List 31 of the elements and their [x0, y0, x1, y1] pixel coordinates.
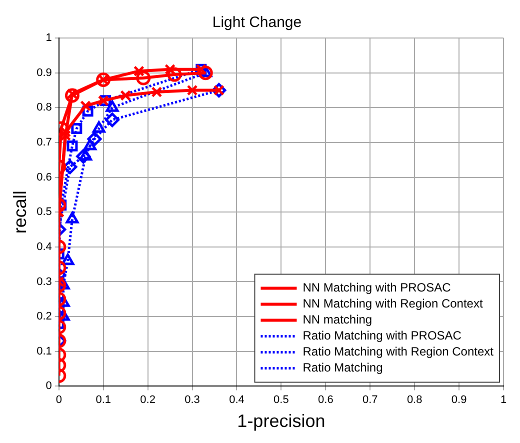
y-tick-label: 0.7	[36, 136, 52, 148]
x-tick-label: 0.1	[96, 394, 111, 406]
y-tick-label: 0.3	[36, 276, 52, 288]
legend-label: Ratio Matching with PROSAC	[302, 328, 462, 343]
x-tick-label: 1	[500, 394, 507, 406]
x-tick-label: 0.9	[451, 394, 467, 406]
x-tick-label: 0.6	[318, 394, 334, 406]
x-tick-label: 0.5	[274, 394, 289, 406]
x-tick-label: 0.8	[406, 394, 422, 406]
y-axis-title: recall	[10, 190, 30, 234]
x-tick-label: 0.7	[362, 394, 378, 406]
x-tick-label: 0	[56, 394, 62, 406]
x-axis-title: 1-precision	[237, 411, 326, 432]
y-tick-label: 0.9	[36, 66, 52, 79]
legend-label: NN Matching with Region Context	[302, 296, 484, 311]
y-tick-label: 1	[46, 32, 52, 44]
y-tick-label: 0.8	[36, 102, 52, 114]
y-tick-label: 0	[46, 380, 52, 392]
x-tick-label: 0.3	[184, 394, 200, 406]
legend-label: NN matching	[302, 312, 372, 327]
legend-label: NN Matching with PROSAC	[302, 280, 452, 295]
x-tick-label: 0.2	[140, 394, 156, 406]
x-tick-label: 0.4	[229, 394, 244, 406]
chart-title: Light Change	[212, 14, 302, 32]
y-tick-label: 0.1	[36, 345, 52, 358]
y-tick-label: 0.5	[36, 206, 52, 218]
y-tick-label: 0.4	[36, 240, 52, 253]
y-tick-label: 0.6	[36, 171, 52, 184]
y-tick-label: 0.2	[36, 310, 52, 323]
legend-label: Ratio Matching	[302, 360, 383, 375]
legend-label: Ratio Matching with Region Context	[302, 344, 494, 359]
